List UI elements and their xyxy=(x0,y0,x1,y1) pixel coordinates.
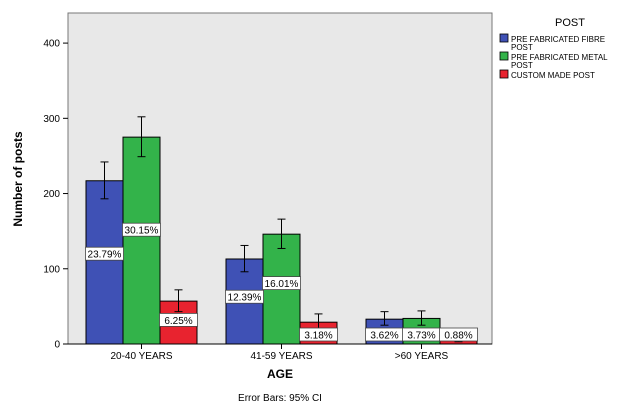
data-label: 12.39% xyxy=(228,293,262,304)
data-label-box xyxy=(225,289,264,304)
data-label: 30.15% xyxy=(125,226,159,237)
data-label-box xyxy=(299,327,338,342)
legend-entry: POST xyxy=(511,61,533,70)
data-label: 3.73% xyxy=(407,331,435,342)
bar xyxy=(122,136,161,345)
legend-entry: PRE FABRICATED METAL xyxy=(511,53,608,62)
footnote: Error Bars: 95% CI xyxy=(238,393,322,404)
y-tick-label: 100 xyxy=(43,264,60,275)
bar xyxy=(85,180,124,345)
data-label: 16.01% xyxy=(265,279,299,290)
data-label: 23.79% xyxy=(88,250,122,261)
x-tick-label: 20-40 YEARS xyxy=(110,351,172,362)
data-label: 6.25% xyxy=(164,316,192,327)
x-tick-label: >60 YEARS xyxy=(395,351,449,362)
y-axis-title: Number of posts xyxy=(11,131,25,227)
legend-entry: CUSTOM MADE POST xyxy=(511,71,595,80)
data-label: 0.88% xyxy=(444,331,472,342)
y-tick-label: 200 xyxy=(43,189,60,200)
data-label: 3.62% xyxy=(370,331,398,342)
legend-swatch xyxy=(499,69,509,79)
x-axis-title: AGE xyxy=(267,367,293,381)
legend-entry: POST xyxy=(511,43,533,52)
data-label-box xyxy=(85,246,124,261)
data-label-box xyxy=(159,313,198,327)
data-label-box xyxy=(262,276,301,290)
legend-title: POST xyxy=(555,17,585,29)
legend-swatch xyxy=(499,33,509,43)
legend-entry: PRE FABRICATED FIBRE xyxy=(511,35,605,44)
data-label-box xyxy=(439,327,478,342)
x-tick-label: 41-59 YEARS xyxy=(250,351,312,362)
y-tick-label: 0 xyxy=(54,340,60,351)
legend-swatch xyxy=(499,51,509,61)
y-tick-label: 400 xyxy=(43,39,60,50)
y-tick-label: 300 xyxy=(43,114,60,125)
data-label: 3.18% xyxy=(304,331,332,342)
data-label-box xyxy=(122,222,161,237)
